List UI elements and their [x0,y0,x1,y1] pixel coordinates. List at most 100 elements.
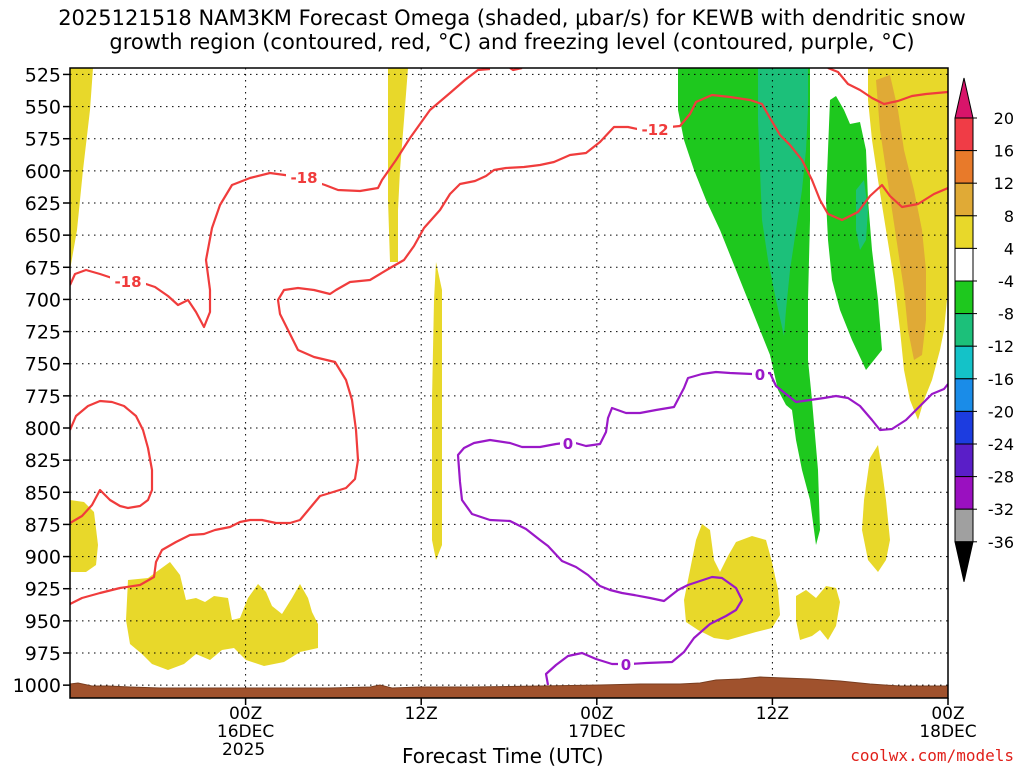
colorbar-segment [954,313,974,347]
x-tick-label: 00Z [229,704,262,724]
contour-label: 0 [755,366,765,384]
y-tick-label: 1000 [13,675,61,697]
colorbar: 20 16 12 8 4 -4 -8 -12 -16 -20 -24 -28 -32 -36 [954,77,1014,582]
y-tick-label: 525 [25,64,61,86]
x-tick-label: 18DEC [919,722,976,742]
dgz-contour [827,68,948,106]
colorbar-label: -4 [998,272,1014,291]
y-tick-label: 925 [25,579,61,601]
colorbar-label: 16 [994,142,1014,161]
colorbar-segment [954,182,974,217]
y-tick-label: 650 [25,225,61,247]
omega-pos-region [70,68,93,270]
y-tick-label: 850 [25,482,61,504]
contour-labels: -18 -18 -12 0 0 0 [110,120,768,674]
omega-pos-region [126,562,318,670]
y-tick-label: 675 [25,257,61,279]
colorbar-segment [954,345,974,380]
x-tick-label: 2025 [222,740,265,760]
colorbar-segment [954,280,974,315]
freezing-contours [456,370,948,686]
colorbar-label: -32 [988,500,1014,519]
colorbar-segment [954,150,974,184]
x-tick-label: 00Z [931,704,964,724]
dgz-contour [70,68,491,329]
x-tick-label: 17DEC [568,722,625,742]
colorbar-label: -20 [988,402,1014,421]
contour-label: 0 [563,435,573,453]
colorbar-segment [954,378,974,412]
omega-pos-region [684,524,780,640]
omega-pos-region [862,445,890,572]
colorbar-label: -28 [988,468,1014,487]
x-tick-label: 12Z [756,704,789,724]
colorbar-segment [954,508,974,543]
y-axis: 525 550 575 600 625 650 675 700 725 750 775 800 825 8… [13,64,70,697]
dgz-contour [70,93,948,605]
y-tick-label: 950 [25,611,61,633]
colorbar-segment [954,215,974,249]
y-tick-label: 550 [25,97,61,119]
colorbar-segment [954,476,974,510]
y-tick-label: 775 [25,386,61,408]
contour-label: -18 [114,273,141,291]
omega-neg-region-strong [856,180,868,250]
contour-label: 0 [621,656,631,674]
contour-label-bg [286,168,322,185]
grid-lines [70,68,948,698]
y-tick-label: 900 [25,547,61,569]
contour-label-bg [752,365,768,382]
colorbar-label: 4 [1004,239,1014,258]
y-tick-label: 750 [25,354,61,376]
colorbar-bottom-arrow [954,541,974,582]
dgz-contour [70,399,154,524]
colorbar-segment [954,247,974,282]
omega-pos-region [796,586,840,640]
y-tick-label: 800 [25,418,61,440]
y-tick-label: 825 [25,450,61,472]
chart-title-line1: 2025121518 NAM3KM Forecast Omega (shaded… [58,6,966,30]
omega-pos-region [432,262,442,560]
colorbar-segment [954,117,974,152]
y-tick-label: 700 [25,289,61,311]
contour-label: -18 [290,169,317,187]
contour-label-bg [560,434,576,451]
plot-frame [69,67,949,699]
colorbar-label: -24 [988,435,1014,454]
omega-pos-region-strong [876,75,926,360]
omega-negative-shading [678,68,882,545]
contour-label-bg [618,655,634,672]
colorbar-label: -16 [988,370,1014,389]
contour-label: -12 [641,121,668,139]
omega-pos-region [388,68,408,262]
colorbar-segment [954,443,974,478]
omega-neg-region [826,96,882,370]
y-tick-label: 975 [25,643,61,665]
y-tick-label: 875 [25,514,61,536]
freezing-contour [456,370,948,686]
contour-label-bg [637,120,673,137]
colorbar-label: 8 [1004,207,1014,226]
colorbar-top-arrow [954,77,974,119]
y-tick-label: 625 [25,193,61,215]
x-tick-label: 00Z [580,704,613,724]
x-tick-label: 16DEC [217,722,274,742]
colorbar-segment [954,410,974,445]
omega-neg-region-strong [758,68,808,336]
colorbar-label: 20 [994,109,1014,128]
terrain [70,676,948,698]
contour-label-bg [110,272,146,289]
x-axis-label: Forecast Time (UTC) [402,744,604,768]
y-tick-label: 725 [25,322,61,344]
y-tick-label: 600 [25,161,61,183]
y-tick-label: 575 [25,129,61,151]
colorbar-label: -8 [998,305,1014,324]
credit-text: coolwx.com/models [850,746,1014,765]
colorbar-label: 12 [994,174,1014,193]
x-tick-label: 12Z [405,704,438,724]
colorbar-label: -36 [988,533,1014,552]
chart-title-line2: growth region (contoured, red, °C) and f… [109,30,915,54]
colorbar-label: -12 [988,337,1014,356]
